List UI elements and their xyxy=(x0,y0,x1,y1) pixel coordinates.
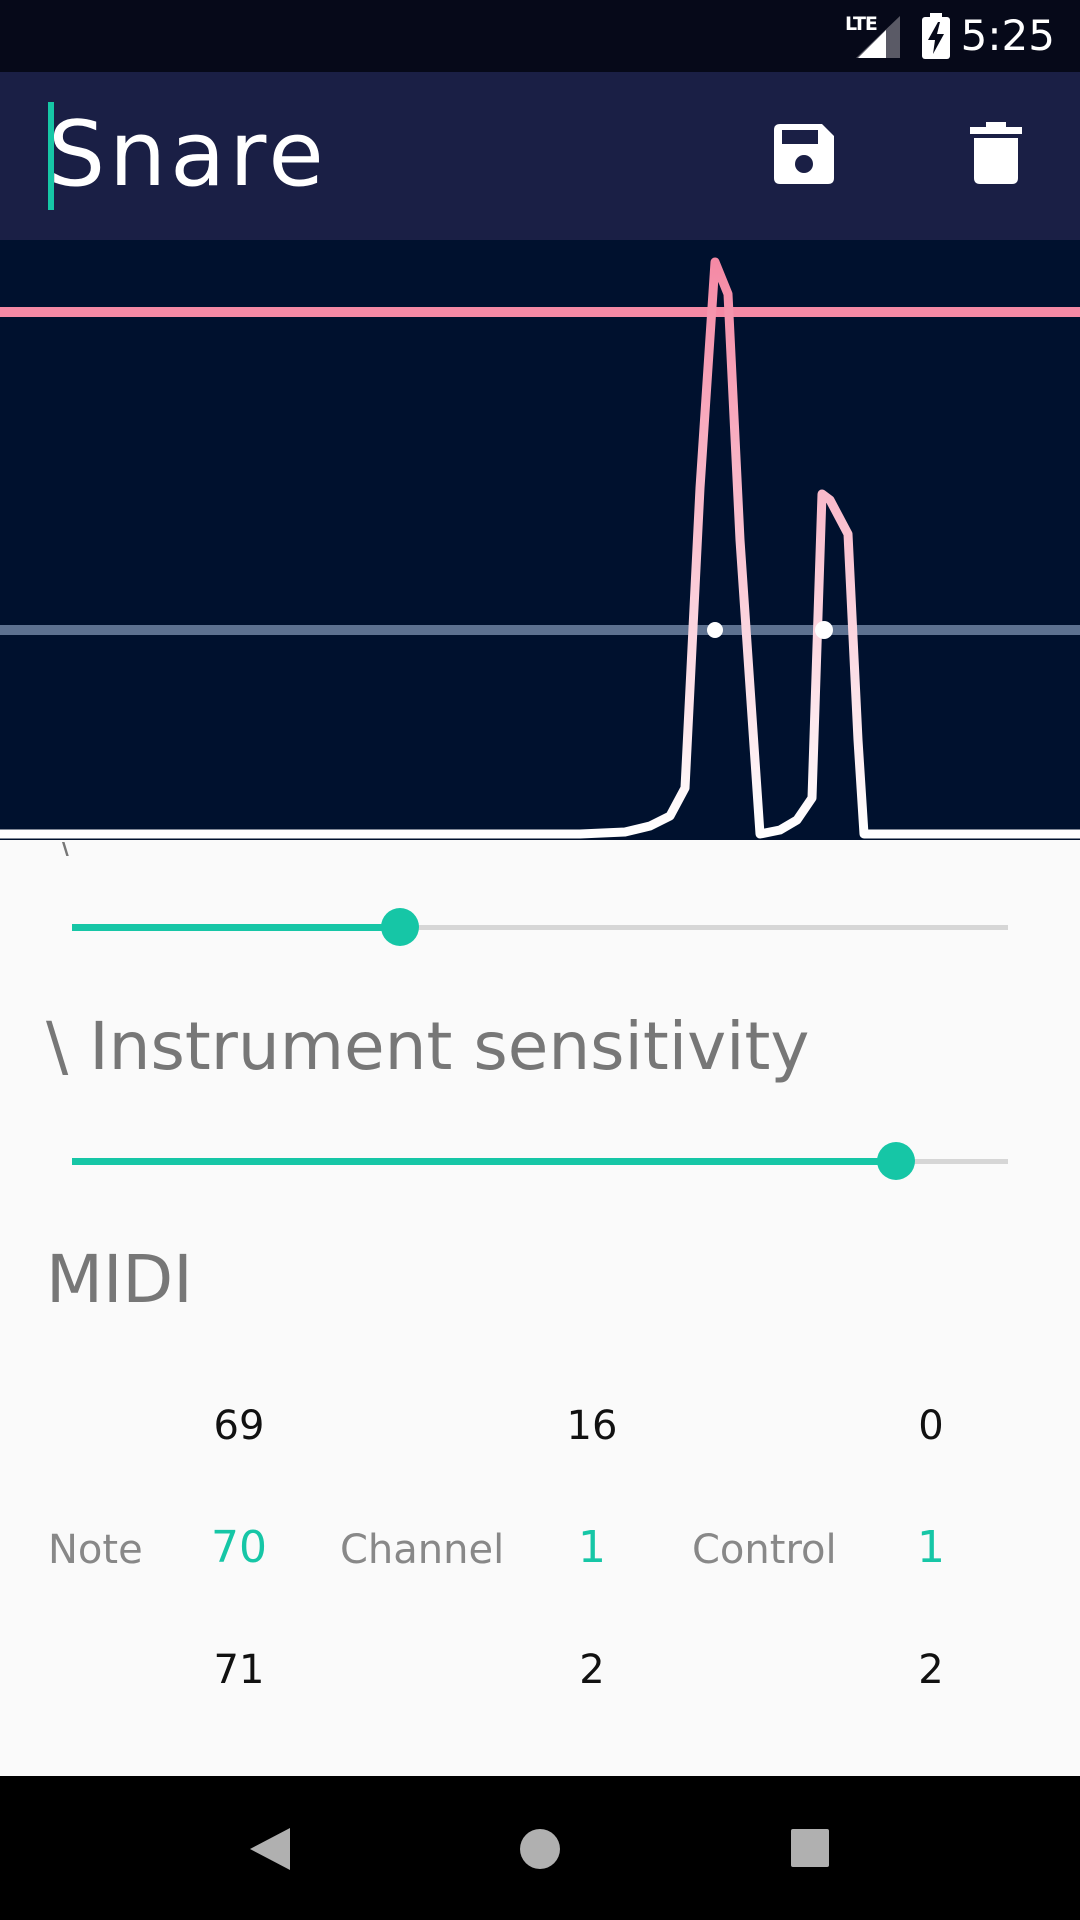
note-prev-value[interactable]: 69 xyxy=(213,1403,265,1449)
recent-apps-icon[interactable] xyxy=(791,1829,829,1867)
threshold-line xyxy=(0,307,1080,317)
channel-prev-value[interactable]: 16 xyxy=(566,1403,618,1449)
text-cursor xyxy=(48,102,54,210)
delete-icon[interactable] xyxy=(970,122,1022,184)
note-next-value[interactable]: 71 xyxy=(213,1647,265,1693)
battery-charging-icon xyxy=(922,13,950,59)
threshold-slider[interactable] xyxy=(72,902,1008,952)
signal-waveform xyxy=(0,257,1080,839)
app-bar: Snare xyxy=(0,72,1080,240)
slider-fill xyxy=(72,924,400,931)
instrument-sensitivity-label: \ Instrument sensitivity xyxy=(46,1008,810,1085)
channel-label: Channel xyxy=(340,1527,505,1573)
note-label: Note xyxy=(48,1527,143,1573)
signal-graph-canvas xyxy=(0,240,1080,840)
slider-fill xyxy=(72,1158,896,1165)
slider-thumb[interactable] xyxy=(381,908,419,946)
signal-icon xyxy=(856,16,900,58)
signal-graph[interactable] xyxy=(0,240,1080,840)
navigation-bar xyxy=(0,1776,1080,1920)
note-value[interactable]: 70 xyxy=(211,1522,267,1573)
instrument-name-input[interactable]: Snare xyxy=(48,102,328,207)
instrument-sensitivity-slider[interactable] xyxy=(72,1136,1008,1186)
midi-title: MIDI xyxy=(46,1241,193,1318)
baseline-line xyxy=(0,625,1080,635)
peak-marker xyxy=(707,622,723,638)
home-icon[interactable] xyxy=(520,1829,560,1869)
channel-value[interactable]: 1 xyxy=(578,1522,606,1573)
channel-next-value[interactable]: 2 xyxy=(579,1647,605,1693)
status-time: 5:25 xyxy=(960,11,1055,60)
save-icon[interactable] xyxy=(774,124,834,184)
control-value[interactable]: 1 xyxy=(917,1522,945,1573)
network-type: LTE xyxy=(845,13,878,35)
peak-marker xyxy=(815,621,833,639)
control-label: Control xyxy=(692,1527,837,1573)
status-bar: LTE 5:25 xyxy=(0,0,1080,72)
back-icon[interactable] xyxy=(250,1828,290,1870)
control-prev-value[interactable]: 0 xyxy=(918,1403,944,1449)
control-next-value[interactable]: 2 xyxy=(918,1647,944,1693)
graph-background xyxy=(0,240,1080,840)
slider-thumb[interactable] xyxy=(877,1142,915,1180)
slider-track xyxy=(72,925,1008,930)
scrolled-label: \ xyxy=(62,840,72,856)
